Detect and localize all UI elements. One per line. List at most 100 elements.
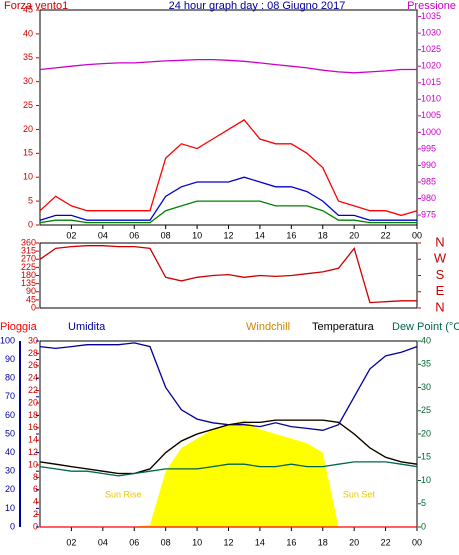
y3-tick-label: 40 [5, 447, 15, 457]
y2-tick-label: 995 [421, 143, 436, 153]
y-tick-label: 20 [23, 124, 33, 134]
x-tick-label: 22 [381, 230, 391, 240]
y-tick-label: 26 [28, 360, 38, 370]
y3-tick-label: 90 [5, 354, 15, 364]
y2-tick-label: 1000 [421, 127, 441, 137]
x-tick-label: 22 [381, 537, 391, 547]
x-tick-label: 18 [318, 537, 328, 547]
y2-tick-label: 985 [421, 176, 436, 186]
y2-tick-label: 980 [421, 193, 436, 203]
y-tick-label: 45 [23, 4, 33, 14]
y-tick-label: 360 [21, 237, 36, 247]
y-tick-label: 28 [28, 348, 38, 358]
y3-tick-label: 20 [5, 484, 15, 494]
line [39, 119, 418, 217]
annotation: Sun Rise [105, 489, 142, 499]
x-tick-label: 08 [161, 537, 171, 547]
y-tick-label: 8 [33, 472, 38, 482]
y2-tick-label: N [435, 234, 444, 249]
x-tick-label: 04 [98, 230, 108, 240]
y2-tick-label: N [435, 299, 444, 314]
y3-tick-label: 50 [5, 428, 15, 438]
y-tick-label: 5 [28, 195, 33, 205]
y2-tick-label: E [436, 283, 445, 298]
y2-axis-label: Pressione [407, 0, 456, 12]
y-tick-label: 0 [33, 521, 38, 531]
y2-tick-label: W [434, 251, 447, 266]
y-tick-label: 10 [28, 459, 38, 469]
y-tick-label: 45 [26, 294, 36, 304]
x-tick-label: 20 [349, 230, 359, 240]
y-tick-label: 18 [28, 410, 38, 420]
plot-area [39, 9, 418, 226]
line [39, 200, 417, 224]
y-tick-label: 10 [23, 172, 33, 182]
y-tick-label: 180 [21, 270, 36, 280]
x-tick-label: 18 [318, 230, 328, 240]
y2-tick-label: S [436, 267, 445, 282]
legend-entry: Pioggia [0, 321, 38, 333]
y2-tick-label: 15 [421, 452, 431, 462]
x-tick-label: 10 [192, 537, 202, 547]
x-tick-label: 14 [255, 537, 265, 547]
y3-tick-label: 0 [10, 521, 15, 531]
y-tick-label: 24 [28, 373, 38, 383]
y-tick-label: 315 [21, 246, 36, 256]
y2-tick-label: 1035 [421, 11, 441, 21]
x-tick-label: 06 [129, 230, 139, 240]
x-tick-label: 00 [412, 537, 422, 547]
legend-entry: Umidita [68, 321, 106, 333]
y3-tick-label: 70 [5, 391, 15, 401]
y2-tick-label: 25 [421, 405, 431, 415]
y2-tick-label: 10 [421, 475, 431, 485]
line [39, 176, 417, 221]
y3-tick-label: 80 [5, 373, 15, 383]
y-tick-label: 12 [28, 447, 38, 457]
y-tick-label: 270 [21, 254, 36, 264]
y3-tick-label: 60 [5, 410, 15, 420]
y3-tick-label: 30 [5, 466, 15, 476]
y-axis-label: Forza vento1 [4, 0, 68, 12]
y-tick-label: 6 [33, 484, 38, 494]
x-tick-label: 04 [98, 537, 108, 547]
x-tick-label: 12 [223, 230, 233, 240]
legend-entry: Temperatura [312, 321, 375, 333]
y2-tick-label: 30 [421, 382, 431, 392]
plot-area [39, 242, 418, 309]
y-tick-label: 35 [23, 52, 33, 62]
x-tick-label: 10 [192, 230, 202, 240]
x-tick-label: 02 [66, 537, 76, 547]
y2-tick-label: 990 [421, 160, 436, 170]
x-tick-label: 16 [286, 537, 296, 547]
annotation: Sun Set [343, 489, 376, 499]
y2-tick-label: 35 [421, 359, 431, 369]
chart-title: 24 hour graph day : 08 Giugno 2017 [169, 0, 346, 12]
y-tick-label: 135 [21, 278, 36, 288]
y2-tick-label: 40 [421, 335, 431, 345]
y-tick-label: 22 [28, 385, 38, 395]
legend-entry: Windchill [246, 321, 290, 333]
area [40, 420, 417, 527]
x-tick-label: 16 [286, 230, 296, 240]
y-tick-label: 4 [33, 497, 38, 507]
x-tick-label: 06 [129, 537, 139, 547]
y2-tick-label: 975 [421, 209, 436, 219]
x-tick-label: 02 [66, 230, 76, 240]
y3-tick-label: 10 [5, 503, 15, 513]
y-tick-label: 0 [31, 302, 36, 312]
y-tick-label: 40 [23, 28, 33, 38]
line [39, 58, 417, 74]
y-tick-label: 25 [23, 100, 33, 110]
y-tick-label: 225 [21, 262, 36, 272]
y2-tick-label: 1015 [421, 77, 441, 87]
y2-tick-label: 1025 [421, 44, 441, 54]
y-tick-label: 16 [28, 422, 38, 432]
y2-tick-label: 0 [421, 521, 426, 531]
y-tick-label: 15 [23, 148, 33, 158]
x-tick-label: 20 [349, 537, 359, 547]
y2-tick-label: 1010 [421, 94, 441, 104]
legend-entry: Dew Point (°C [392, 321, 459, 333]
y2-tick-label: 20 [421, 428, 431, 438]
y2-tick-label: 1005 [421, 110, 441, 120]
x-tick-label: 14 [255, 230, 265, 240]
